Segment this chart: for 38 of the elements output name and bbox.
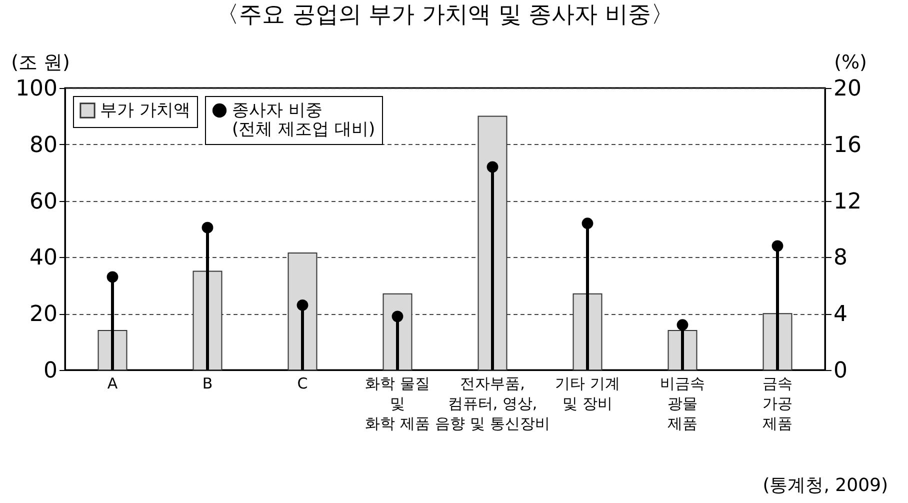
y2-axis-title: (%) xyxy=(834,52,867,74)
x-tick-label: A xyxy=(107,374,118,392)
x-tick-label: C xyxy=(297,374,308,392)
x-tick-label: 비금속 광물 제품 xyxy=(660,374,705,432)
y2-tick-label: 4 xyxy=(834,302,848,328)
x-tick-label: 기타 기계 및 장비 xyxy=(555,374,620,412)
bar xyxy=(288,252,318,370)
chart-title: 〈주요 공업의 부가 가치액 및 종사자 비중〉 xyxy=(216,2,674,28)
y-tick-label: 0 xyxy=(44,358,58,384)
y2-tick-label: 12 xyxy=(834,189,862,214)
bar xyxy=(572,293,602,370)
y-tick-label: 80 xyxy=(30,132,58,158)
y-tick-label: 40 xyxy=(30,246,58,271)
y2-tick-label: 8 xyxy=(834,246,848,271)
bar xyxy=(478,116,508,370)
point xyxy=(772,240,784,252)
y-tick-label: 100 xyxy=(16,76,58,102)
x-tick-label: 전자부품, 컴퓨터, 영상, 음향 및 통신장비 xyxy=(435,374,550,432)
y-axis-title: (조 원) xyxy=(11,52,70,74)
x-tick-label: 금속 가공 제품 xyxy=(762,374,792,432)
y2-tick-label: 20 xyxy=(834,76,862,102)
text: (통계청, 2009) xyxy=(762,474,888,497)
point xyxy=(106,271,118,283)
y-tick-label: 60 xyxy=(30,189,58,214)
x-tick-label: B xyxy=(202,374,213,392)
y-tick-label: 20 xyxy=(30,302,58,328)
point xyxy=(392,310,404,322)
y2-tick-label: 0 xyxy=(834,358,848,384)
y2-tick-label: 16 xyxy=(834,132,862,158)
legend-label: 종사자 비중 (전체 제조업 대비) xyxy=(232,100,376,140)
bar xyxy=(192,270,222,370)
point xyxy=(582,218,594,230)
point xyxy=(676,319,688,331)
legend-label: 부가 가치액 xyxy=(100,100,190,120)
x-tick-label: 화학 물질 및 화학 제품 xyxy=(365,374,430,432)
point xyxy=(486,161,498,173)
point xyxy=(296,299,308,311)
point xyxy=(202,222,214,234)
